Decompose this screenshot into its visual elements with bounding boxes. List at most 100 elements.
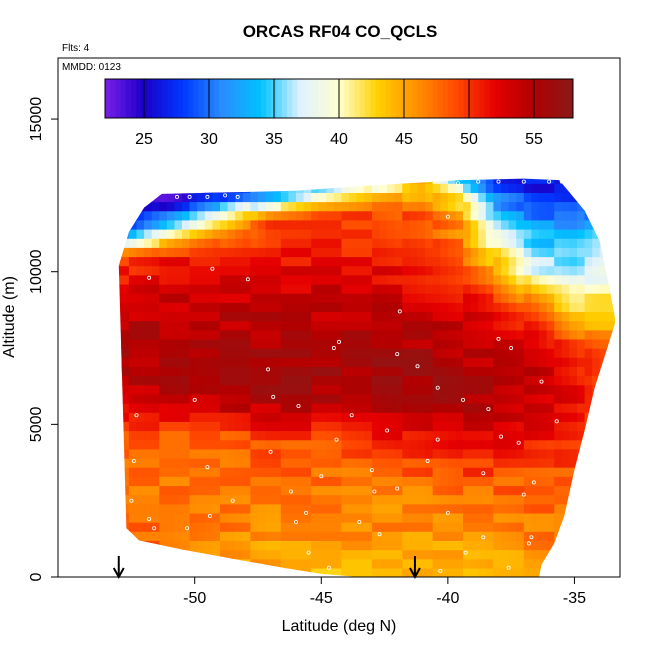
heatmap-cell <box>455 219 464 230</box>
heatmap-cell <box>250 448 259 459</box>
heatmap-cell <box>531 485 540 496</box>
colorbar-segment <box>396 79 402 118</box>
heatmap-cell <box>258 467 267 477</box>
heatmap-cell <box>607 165 615 175</box>
heatmap-cell <box>341 274 350 285</box>
heatmap-cell <box>288 165 296 175</box>
heatmap-cell <box>561 467 570 477</box>
heatmap-cell <box>485 348 494 358</box>
heatmap-cell <box>592 540 601 551</box>
heatmap-cell <box>614 412 615 422</box>
heatmap-cell <box>364 219 373 230</box>
heatmap-cell <box>273 192 282 203</box>
heatmap-cell <box>197 302 206 312</box>
heatmap-cell <box>425 311 434 322</box>
heatmap-cell <box>204 448 213 459</box>
heatmap-cell <box>235 338 244 349</box>
heatmap-cell <box>235 165 243 175</box>
heatmap-cell <box>364 567 373 577</box>
heatmap-cell <box>607 393 615 404</box>
heatmap-cell <box>280 192 289 203</box>
heatmap-cell <box>463 540 472 551</box>
heatmap-cell <box>273 283 282 294</box>
heatmap-cell <box>501 457 510 468</box>
heatmap-cell <box>402 311 411 322</box>
heatmap-cell <box>356 558 365 569</box>
heatmap-cell <box>136 348 145 358</box>
heatmap-cell <box>151 549 160 560</box>
heatmap-cell <box>409 457 419 468</box>
colorbar-segment <box>261 79 267 118</box>
colorbar-segment <box>240 79 246 118</box>
heatmap-cell <box>280 439 289 450</box>
heatmap-cell <box>485 503 494 514</box>
heatmap-cell <box>128 558 138 569</box>
y-tick-label: 5000 <box>28 407 45 443</box>
heatmap-cell <box>220 366 229 377</box>
heatmap-cell <box>220 540 229 551</box>
heatmap-cell <box>614 219 615 230</box>
heatmap-cell <box>242 512 251 523</box>
heatmap-cell <box>577 467 586 477</box>
heatmap-cell <box>144 192 153 203</box>
heatmap-cell <box>394 256 403 267</box>
heatmap-cell <box>599 348 608 358</box>
heatmap-cell <box>493 338 502 349</box>
sample-point <box>415 364 420 369</box>
heatmap-cell <box>280 329 289 340</box>
heatmap-cell <box>409 183 419 193</box>
heatmap-cell <box>334 165 342 175</box>
heatmap-cell <box>333 311 343 322</box>
heatmap-cell <box>592 412 601 422</box>
heatmap-cell <box>432 531 441 541</box>
heatmap-cell <box>394 567 403 577</box>
heatmap-cell <box>432 430 441 441</box>
colorbar-segment <box>495 79 501 118</box>
heatmap-cell <box>577 329 586 340</box>
heatmap-cell <box>561 476 570 487</box>
heatmap-cell <box>220 338 229 349</box>
heatmap-cell <box>356 192 365 203</box>
heatmap-cell <box>417 366 426 377</box>
heatmap-cell <box>166 457 176 468</box>
heatmap-cell <box>402 348 411 358</box>
heatmap-cell <box>204 531 213 541</box>
heatmap-cell <box>182 210 191 221</box>
sample-point <box>460 397 465 402</box>
heatmap-cell <box>554 192 563 203</box>
heatmap-cell <box>409 485 419 496</box>
heatmap-cell <box>318 283 327 294</box>
heatmap-cell <box>470 256 479 267</box>
heatmap-cell <box>501 283 510 294</box>
heatmap-cell <box>561 283 570 294</box>
heatmap-cell <box>554 265 563 276</box>
heatmap-cell <box>523 238 532 248</box>
heatmap-cell <box>212 229 221 239</box>
heatmap-cell <box>432 503 441 514</box>
heatmap-cell <box>280 531 289 541</box>
heatmap-cell <box>128 311 138 322</box>
heatmap-cell <box>463 384 472 395</box>
heatmap-cell <box>265 219 274 230</box>
heatmap-cell <box>356 183 365 193</box>
heatmap-cell <box>159 540 168 551</box>
colorbar-segment <box>500 79 506 118</box>
heatmap-cell <box>425 183 434 193</box>
heatmap-cell <box>523 348 532 358</box>
heatmap-cell <box>197 522 206 532</box>
heatmap-cell <box>265 192 274 203</box>
heatmap-cell <box>440 265 449 276</box>
heatmap-cell <box>174 503 183 514</box>
sample-point <box>349 413 354 418</box>
heatmap-cell <box>539 384 548 395</box>
heatmap-cell <box>235 229 244 239</box>
heatmap-cell <box>394 320 403 331</box>
heatmap-cell <box>197 338 206 349</box>
heatmap-cell <box>485 430 494 441</box>
heatmap-cell <box>371 348 381 358</box>
heatmap-cell <box>356 430 365 441</box>
heatmap-cell <box>166 467 176 477</box>
heatmap-cell <box>311 375 320 386</box>
heatmap-cell <box>516 467 525 477</box>
heatmap-cell <box>273 219 282 230</box>
